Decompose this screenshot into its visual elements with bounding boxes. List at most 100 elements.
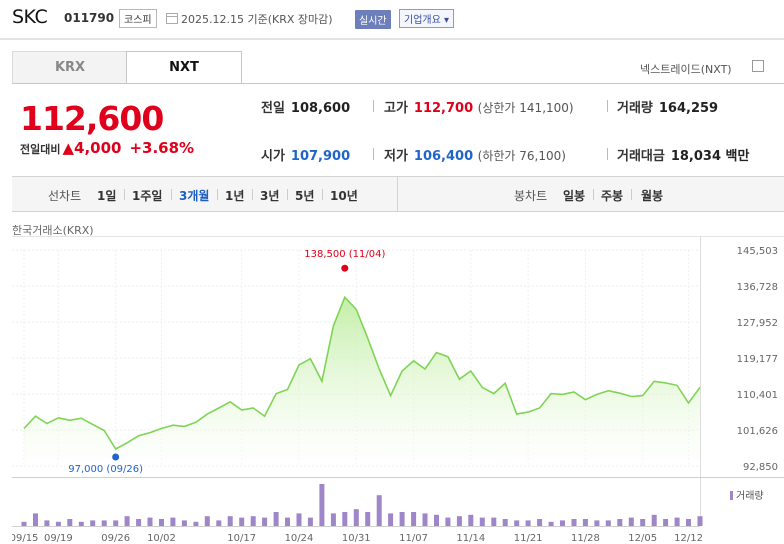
divider — [593, 189, 594, 200]
volume-bar — [21, 521, 27, 526]
volume-bar — [365, 512, 371, 526]
volume-bar — [594, 520, 600, 526]
period-3m[interactable]: 3개월 — [179, 189, 210, 203]
stat-label: 저가 — [384, 149, 408, 164]
x-tick-label: 12/12 — [674, 533, 703, 544]
volume-bar — [468, 514, 474, 526]
price-chart[interactable]: 145,503 136,728 127,952 119,177 110,401 101,6… — [12, 236, 784, 544]
line-chart-label: 선차트 — [48, 189, 82, 203]
y-tick-label: 145,503 — [737, 246, 778, 257]
volume-bar — [55, 521, 61, 526]
change-percent: +3.68% — [129, 139, 195, 157]
period-10y[interactable]: 10년 — [330, 189, 358, 203]
volume-bar — [674, 517, 680, 526]
volume-bar — [353, 509, 359, 526]
volume-bar — [136, 519, 142, 526]
period-bar: 선차트 1일 1주일 3개월 1년 3년 5년 10년 봉차트 일봉 주봉 월봉 — [12, 176, 784, 212]
price-line — [23, 295, 701, 451]
period-1d[interactable]: 1일 — [97, 189, 117, 203]
candle-daily[interactable]: 일봉 — [563, 189, 586, 203]
volume-bar — [147, 517, 153, 526]
stat-open: 시가 107,900 — [261, 145, 350, 164]
tab-divider — [12, 83, 784, 84]
tab-krx[interactable]: KRX — [12, 51, 128, 84]
y-tick-label: 101,626 — [737, 426, 778, 437]
stat-value: 18,034 백만 — [670, 149, 750, 164]
min-marker — [112, 453, 120, 461]
volume-bar — [434, 514, 439, 526]
volume-bar — [216, 520, 222, 526]
min-label: 97,000 (09/26) — [68, 464, 143, 475]
x-tick-label: 11/28 — [571, 533, 600, 544]
change-label: 전일대비 — [20, 143, 61, 156]
stat-label: 거래량 — [617, 101, 653, 116]
y-tick-label: 110,401 — [737, 390, 778, 401]
period-5y[interactable]: 5년 — [295, 189, 315, 203]
stock-code: 011790 — [64, 11, 115, 25]
volume-bar — [571, 519, 577, 526]
tab-nxt[interactable]: NXT — [126, 51, 242, 84]
volume-bar — [159, 519, 164, 526]
volume-bar — [90, 520, 96, 526]
stock-header: SKC 011790 코스피 2025.12.15 기준(KRX 장마감) 실시… — [0, 0, 784, 40]
volume-bar — [330, 513, 336, 526]
volume-legend-swatch — [730, 491, 733, 500]
period-1w[interactable]: 1주일 — [132, 189, 163, 203]
stat-volume: 거래량 164,259 — [617, 97, 718, 116]
volume-bar — [78, 521, 84, 526]
divider — [607, 148, 608, 160]
divider — [373, 100, 374, 112]
stat-label: 고가 — [384, 101, 408, 116]
volume-bar — [399, 512, 405, 526]
change-amount: ▲4,000 — [62, 139, 122, 157]
stat-value: 164,259 — [658, 101, 719, 116]
y-tick-label: 92,850 — [743, 462, 778, 473]
x-tick-label: 12/05 — [628, 533, 657, 544]
market-badge: 코스피 — [119, 9, 157, 28]
volume-bar — [239, 517, 245, 526]
company-overview-button[interactable]: 기업개요 ▾ — [399, 9, 454, 28]
divider — [322, 189, 323, 200]
x-tick-label: 09/19 — [44, 533, 73, 544]
volume-bar — [33, 513, 38, 526]
x-tick-label: 10/24 — [285, 533, 314, 544]
candle-chart-label: 봉차트 — [514, 189, 548, 203]
volume-bar — [101, 520, 107, 526]
candle-monthly[interactable]: 월봉 — [641, 189, 664, 203]
nxt-checkbox[interactable] — [752, 60, 764, 72]
volume-bar — [262, 517, 268, 526]
volume-bar — [376, 495, 382, 526]
lower-limit: (하한가 76,100) — [477, 149, 566, 163]
stat-high: 고가 112,700 (상한가 141,100) — [384, 97, 574, 116]
calendar-icon — [166, 13, 178, 24]
volume-bar — [491, 517, 497, 526]
period-3y[interactable]: 3년 — [260, 189, 280, 203]
volume-bar — [422, 513, 428, 526]
divider — [124, 189, 125, 200]
divider — [631, 189, 632, 200]
period-1y[interactable]: 1년 — [225, 189, 245, 203]
candle-weekly[interactable]: 주봉 — [601, 189, 624, 203]
exchange-tabs: KRX NXT — [12, 51, 242, 84]
max-marker — [341, 264, 349, 272]
date-info: 2025.12.15 기준(KRX 장마감) — [181, 13, 333, 26]
stat-amount: 거래대금 18,034 백만 — [617, 145, 749, 164]
volume-bar — [296, 513, 302, 526]
volume-bar — [204, 516, 210, 526]
volume-bar — [502, 519, 508, 526]
data-source: 한국거래소(KRX) — [12, 224, 94, 237]
volume-bar — [628, 517, 634, 526]
volume-bar — [651, 514, 657, 526]
volume-bar — [307, 517, 313, 526]
stat-label: 시가 — [261, 149, 285, 164]
stat-value: 112,700 — [413, 101, 474, 116]
x-tick-label: 09/15 — [12, 533, 38, 544]
volume-bar — [227, 516, 233, 526]
volume-bar — [514, 520, 520, 526]
volume-bar — [582, 519, 588, 526]
volume-bar — [170, 517, 176, 526]
volume-bar — [663, 519, 669, 526]
y-tick-label: 119,177 — [737, 354, 778, 365]
volume-bar — [548, 521, 554, 526]
live-badge: 실시간 — [355, 10, 391, 29]
